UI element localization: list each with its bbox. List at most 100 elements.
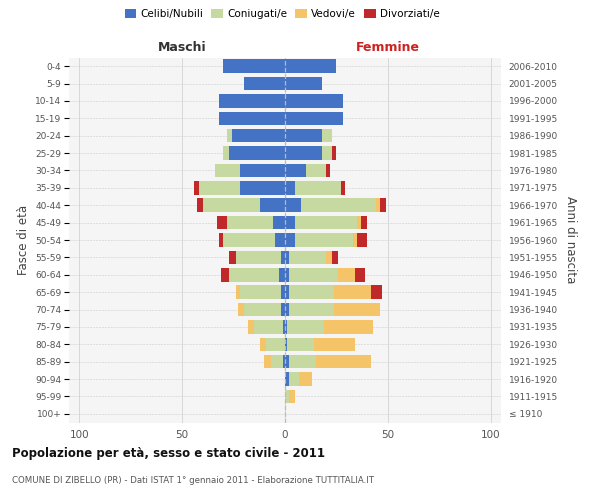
Bar bbox=[289, 355, 316, 368]
Bar bbox=[217, 216, 227, 230]
Bar bbox=[236, 286, 240, 299]
Bar bbox=[305, 164, 326, 177]
Bar bbox=[281, 286, 285, 299]
Bar bbox=[295, 181, 341, 194]
Bar bbox=[301, 198, 376, 212]
Bar bbox=[285, 60, 337, 73]
Bar bbox=[279, 268, 285, 281]
Bar bbox=[275, 233, 285, 247]
Bar bbox=[285, 355, 289, 368]
Bar bbox=[376, 198, 380, 212]
Bar bbox=[289, 372, 299, 386]
Bar bbox=[260, 338, 266, 351]
Bar bbox=[271, 355, 283, 368]
Bar bbox=[248, 320, 254, 334]
Bar bbox=[281, 250, 285, 264]
Bar bbox=[332, 146, 337, 160]
Bar bbox=[326, 164, 330, 177]
Bar bbox=[260, 198, 285, 212]
Bar bbox=[240, 181, 285, 194]
Bar bbox=[380, 198, 386, 212]
Bar bbox=[355, 268, 365, 281]
Bar bbox=[353, 233, 357, 247]
Bar bbox=[219, 94, 285, 108]
Bar bbox=[285, 112, 343, 125]
Bar bbox=[283, 320, 285, 334]
Bar bbox=[285, 181, 295, 194]
Bar bbox=[295, 233, 353, 247]
Bar bbox=[285, 320, 287, 334]
Bar bbox=[229, 268, 279, 281]
Bar bbox=[285, 302, 289, 316]
Bar bbox=[316, 355, 371, 368]
Bar bbox=[289, 390, 295, 403]
Bar bbox=[281, 302, 285, 316]
Bar bbox=[197, 198, 203, 212]
Bar bbox=[244, 302, 281, 316]
Bar bbox=[223, 146, 229, 160]
Bar bbox=[285, 198, 301, 212]
Bar bbox=[285, 390, 289, 403]
Bar bbox=[285, 216, 295, 230]
Bar bbox=[285, 129, 322, 142]
Bar bbox=[361, 216, 367, 230]
Bar bbox=[240, 286, 281, 299]
Text: Popolazione per età, sesso e stato civile - 2011: Popolazione per età, sesso e stato civil… bbox=[12, 448, 325, 460]
Bar bbox=[357, 216, 361, 230]
Bar bbox=[265, 355, 271, 368]
Bar bbox=[322, 129, 332, 142]
Bar bbox=[285, 146, 322, 160]
Bar bbox=[357, 233, 367, 247]
Bar bbox=[227, 216, 272, 230]
Bar bbox=[285, 250, 289, 264]
Bar bbox=[215, 164, 240, 177]
Bar bbox=[238, 302, 244, 316]
Bar bbox=[334, 302, 380, 316]
Bar bbox=[223, 60, 285, 73]
Bar bbox=[229, 146, 285, 160]
Bar bbox=[223, 233, 275, 247]
Bar bbox=[332, 250, 338, 264]
Bar bbox=[221, 268, 229, 281]
Bar bbox=[334, 286, 371, 299]
Bar bbox=[227, 129, 232, 142]
Bar bbox=[324, 320, 373, 334]
Bar bbox=[289, 268, 338, 281]
Bar bbox=[285, 233, 295, 247]
Bar bbox=[283, 355, 285, 368]
Bar bbox=[285, 94, 343, 108]
Bar bbox=[285, 372, 289, 386]
Text: Maschi: Maschi bbox=[158, 41, 206, 54]
Bar bbox=[341, 181, 344, 194]
Bar bbox=[299, 372, 312, 386]
Bar bbox=[285, 286, 289, 299]
Bar bbox=[287, 320, 324, 334]
Y-axis label: Anni di nascita: Anni di nascita bbox=[565, 196, 577, 284]
Bar bbox=[232, 129, 285, 142]
Bar bbox=[229, 250, 236, 264]
Bar bbox=[326, 250, 332, 264]
Bar bbox=[285, 338, 287, 351]
Legend: Celibi/Nubili, Coniugati/e, Vedovi/e, Divorziati/e: Celibi/Nubili, Coniugati/e, Vedovi/e, Di… bbox=[121, 5, 443, 24]
Bar bbox=[194, 181, 199, 194]
Bar bbox=[240, 164, 285, 177]
Text: Femmine: Femmine bbox=[356, 41, 420, 54]
Bar bbox=[285, 268, 289, 281]
Bar bbox=[287, 338, 314, 351]
Bar bbox=[219, 112, 285, 125]
Bar bbox=[285, 164, 305, 177]
Bar bbox=[289, 286, 334, 299]
Bar bbox=[266, 338, 285, 351]
Bar bbox=[199, 181, 240, 194]
Y-axis label: Fasce di età: Fasce di età bbox=[17, 205, 29, 275]
Bar bbox=[371, 286, 382, 299]
Bar bbox=[244, 77, 285, 90]
Bar bbox=[338, 268, 355, 281]
Text: COMUNE DI ZIBELLO (PR) - Dati ISTAT 1° gennaio 2011 - Elaborazione TUTTITALIA.IT: COMUNE DI ZIBELLO (PR) - Dati ISTAT 1° g… bbox=[12, 476, 374, 485]
Bar bbox=[295, 216, 357, 230]
Bar bbox=[289, 250, 326, 264]
Bar bbox=[203, 198, 260, 212]
Bar bbox=[314, 338, 355, 351]
Bar bbox=[236, 250, 281, 264]
Bar bbox=[254, 320, 283, 334]
